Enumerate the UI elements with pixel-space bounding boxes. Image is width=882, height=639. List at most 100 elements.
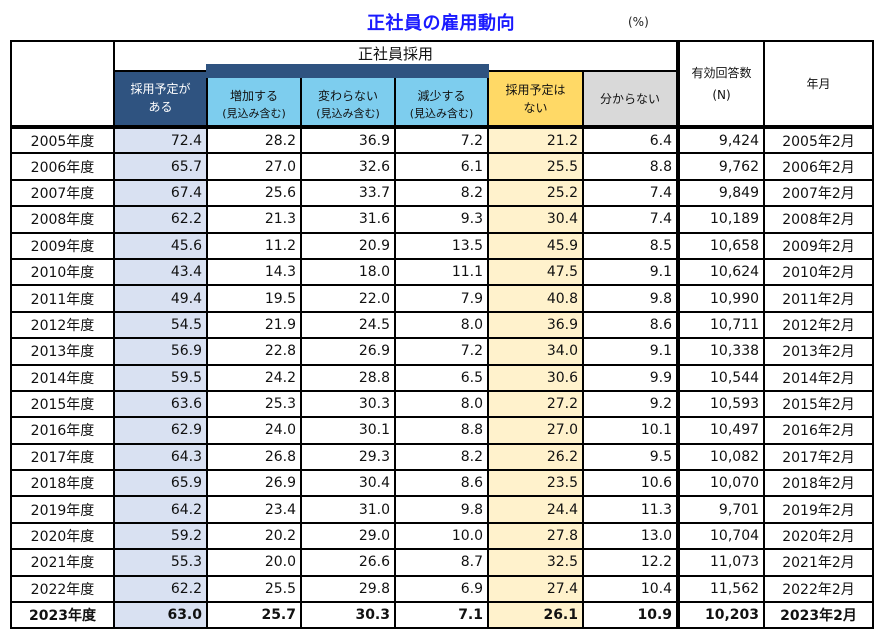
header-year-month: 年月	[763, 40, 875, 128]
cell-valid-responses: 10,624	[676, 257, 766, 287]
cell-decrease: 6.1	[394, 152, 489, 181]
cell-unknown: 8.6	[581, 310, 680, 340]
cell-no-plan: 25.2	[487, 178, 584, 208]
cell-year: 2014年度	[10, 363, 115, 392]
cell-valid-responses: 10,189	[676, 205, 766, 234]
cell-no-plan: 26.1	[487, 601, 584, 630]
cell-year: 2019年度	[10, 495, 115, 524]
cell-have-plan: 45.6	[113, 231, 208, 260]
cell-increase: 26.8	[206, 442, 302, 472]
header-no-plan: 採用予定は ない	[487, 70, 584, 128]
cell-year-month: 2008年2月	[763, 205, 875, 234]
cell-unknown: 9.8	[581, 284, 680, 313]
header-corner	[10, 40, 115, 128]
cell-year: 2009年度	[10, 231, 115, 260]
table-row: 2007年度 67.4 25.6 33.7 8.2 25.2 7.4 9,849 2007年2月	[10, 178, 875, 208]
header-unchanged: 変わらない (見込み含む)	[300, 64, 396, 128]
table-body: 2005年度 72.4 28.2 36.9 7.2 21.2 6.4 9,424 2005年2月…	[10, 124, 875, 630]
cell-unknown: 10.1	[581, 416, 680, 445]
cell-unknown: 7.4	[581, 178, 680, 208]
cell-have-plan: 54.5	[113, 310, 208, 340]
cell-year-month: 2022年2月	[763, 574, 875, 604]
cell-unchanged: 36.9	[300, 124, 396, 155]
cell-have-plan: 67.4	[113, 178, 208, 208]
cell-unchanged: 20.9	[300, 231, 396, 260]
cell-year-month: 2012年2月	[763, 310, 875, 340]
cell-increase: 25.7	[206, 601, 302, 630]
cell-year-month: 2020年2月	[763, 521, 875, 551]
cell-valid-responses: 10,070	[676, 469, 766, 498]
employment-trend-table: 正社員採用 有効回答数 (N) 年月 採用予定が ある 増加する (見込み含む)…	[10, 40, 875, 630]
cell-year: 2005年度	[10, 124, 115, 155]
cell-no-plan: 21.2	[487, 124, 584, 155]
header-have-plan: 採用予定が ある	[113, 70, 208, 129]
cell-year: 2006年度	[10, 152, 115, 181]
cell-increase: 21.9	[206, 310, 302, 340]
table-row: 2023年度 63.0 25.7 30.3 7.1 26.1 10.9 10,203 2023年…	[10, 601, 875, 630]
cell-unknown: 8.8	[581, 152, 680, 181]
cell-year-month: 2010年2月	[763, 257, 875, 287]
cell-year-month: 2021年2月	[763, 548, 875, 577]
cell-unknown: 10.6	[581, 469, 680, 498]
cell-year-month: 2011年2月	[763, 284, 875, 313]
table-row: 2005年度 72.4 28.2 36.9 7.2 21.2 6.4 9,424 2005年2月	[10, 124, 875, 155]
cell-decrease: 6.9	[394, 574, 489, 604]
cell-no-plan: 27.8	[487, 521, 584, 551]
cell-unknown: 7.4	[581, 205, 680, 234]
table-row: 2006年度 65.7 27.0 32.6 6.1 25.5 8.8 9,762 2006年2月	[10, 152, 875, 181]
table-row: 2020年度 59.2 20.2 29.0 10.0 27.8 13.0 10,704 2020…	[10, 521, 875, 551]
unit-label: (%)	[628, 15, 649, 29]
cell-unchanged: 30.3	[300, 601, 396, 630]
cell-decrease: 8.0	[394, 389, 489, 419]
cell-valid-responses: 10,203	[676, 601, 766, 630]
cell-unknown: 6.4	[581, 124, 680, 155]
cell-increase: 25.3	[206, 389, 302, 419]
cell-year: 2008年度	[10, 205, 115, 234]
table-row: 2011年度 49.4 19.5 22.0 7.9 40.8 9.8 10,990 2011年2…	[10, 284, 875, 313]
cell-year: 2022年度	[10, 574, 115, 604]
cell-increase: 25.6	[206, 178, 302, 208]
cell-year: 2021年度	[10, 548, 115, 577]
cell-have-plan: 64.2	[113, 495, 208, 524]
table-row: 2009年度 45.6 11.2 20.9 13.5 45.9 8.5 10,658 2009年…	[10, 231, 875, 260]
table-row: 2015年度 63.6 25.3 30.3 8.0 27.2 9.2 10,593 2015年2…	[10, 389, 875, 419]
cell-unknown: 8.5	[581, 231, 680, 260]
cell-valid-responses: 10,658	[676, 231, 766, 260]
cell-no-plan: 24.4	[487, 495, 584, 524]
cell-increase: 26.9	[206, 469, 302, 498]
cell-valid-responses: 10,990	[676, 284, 766, 313]
cell-valid-responses: 11,073	[676, 548, 766, 577]
cell-increase: 19.5	[206, 284, 302, 313]
cell-year-month: 2005年2月	[763, 124, 875, 155]
cell-increase: 27.0	[206, 152, 302, 181]
cell-valid-responses: 10,711	[676, 310, 766, 340]
cell-have-plan: 72.4	[113, 124, 208, 155]
cell-decrease: 8.6	[394, 469, 489, 498]
cell-year: 2010年度	[10, 257, 115, 287]
cell-have-plan: 62.2	[113, 574, 208, 604]
cell-year-month: 2007年2月	[763, 178, 875, 208]
cell-decrease: 11.1	[394, 257, 489, 287]
cell-valid-responses: 10,544	[676, 363, 766, 392]
cell-have-plan: 62.2	[113, 205, 208, 234]
page-title: 正社員の雇用動向	[367, 13, 515, 34]
cell-year-month: 2019年2月	[763, 495, 875, 524]
table-row: 2017年度 64.3 26.8 29.3 8.2 26.2 9.5 10,082 2017年2…	[10, 442, 875, 472]
cell-increase: 20.0	[206, 548, 302, 577]
cell-unchanged: 24.5	[300, 310, 396, 340]
cell-have-plan: 63.0	[113, 601, 208, 630]
table-row: 2008年度 62.2 21.3 31.6 9.3 30.4 7.4 10,189 2008年2…	[10, 205, 875, 234]
cell-year: 2012年度	[10, 310, 115, 340]
cell-have-plan: 62.9	[113, 416, 208, 445]
table-row: 2016年度 62.9 24.0 30.1 8.8 27.0 10.1 10,497 2016年…	[10, 416, 875, 445]
cell-have-plan: 56.9	[113, 337, 208, 366]
cell-year: 2023年度	[10, 601, 115, 630]
cell-increase: 11.2	[206, 231, 302, 260]
cell-unchanged: 30.1	[300, 416, 396, 445]
cell-no-plan: 40.8	[487, 284, 584, 313]
cell-unchanged: 18.0	[300, 257, 396, 287]
cell-valid-responses: 9,762	[676, 152, 766, 181]
cell-decrease: 7.1	[394, 601, 489, 630]
header-n-sub: (N)	[712, 87, 731, 102]
cell-unknown: 9.5	[581, 442, 680, 472]
